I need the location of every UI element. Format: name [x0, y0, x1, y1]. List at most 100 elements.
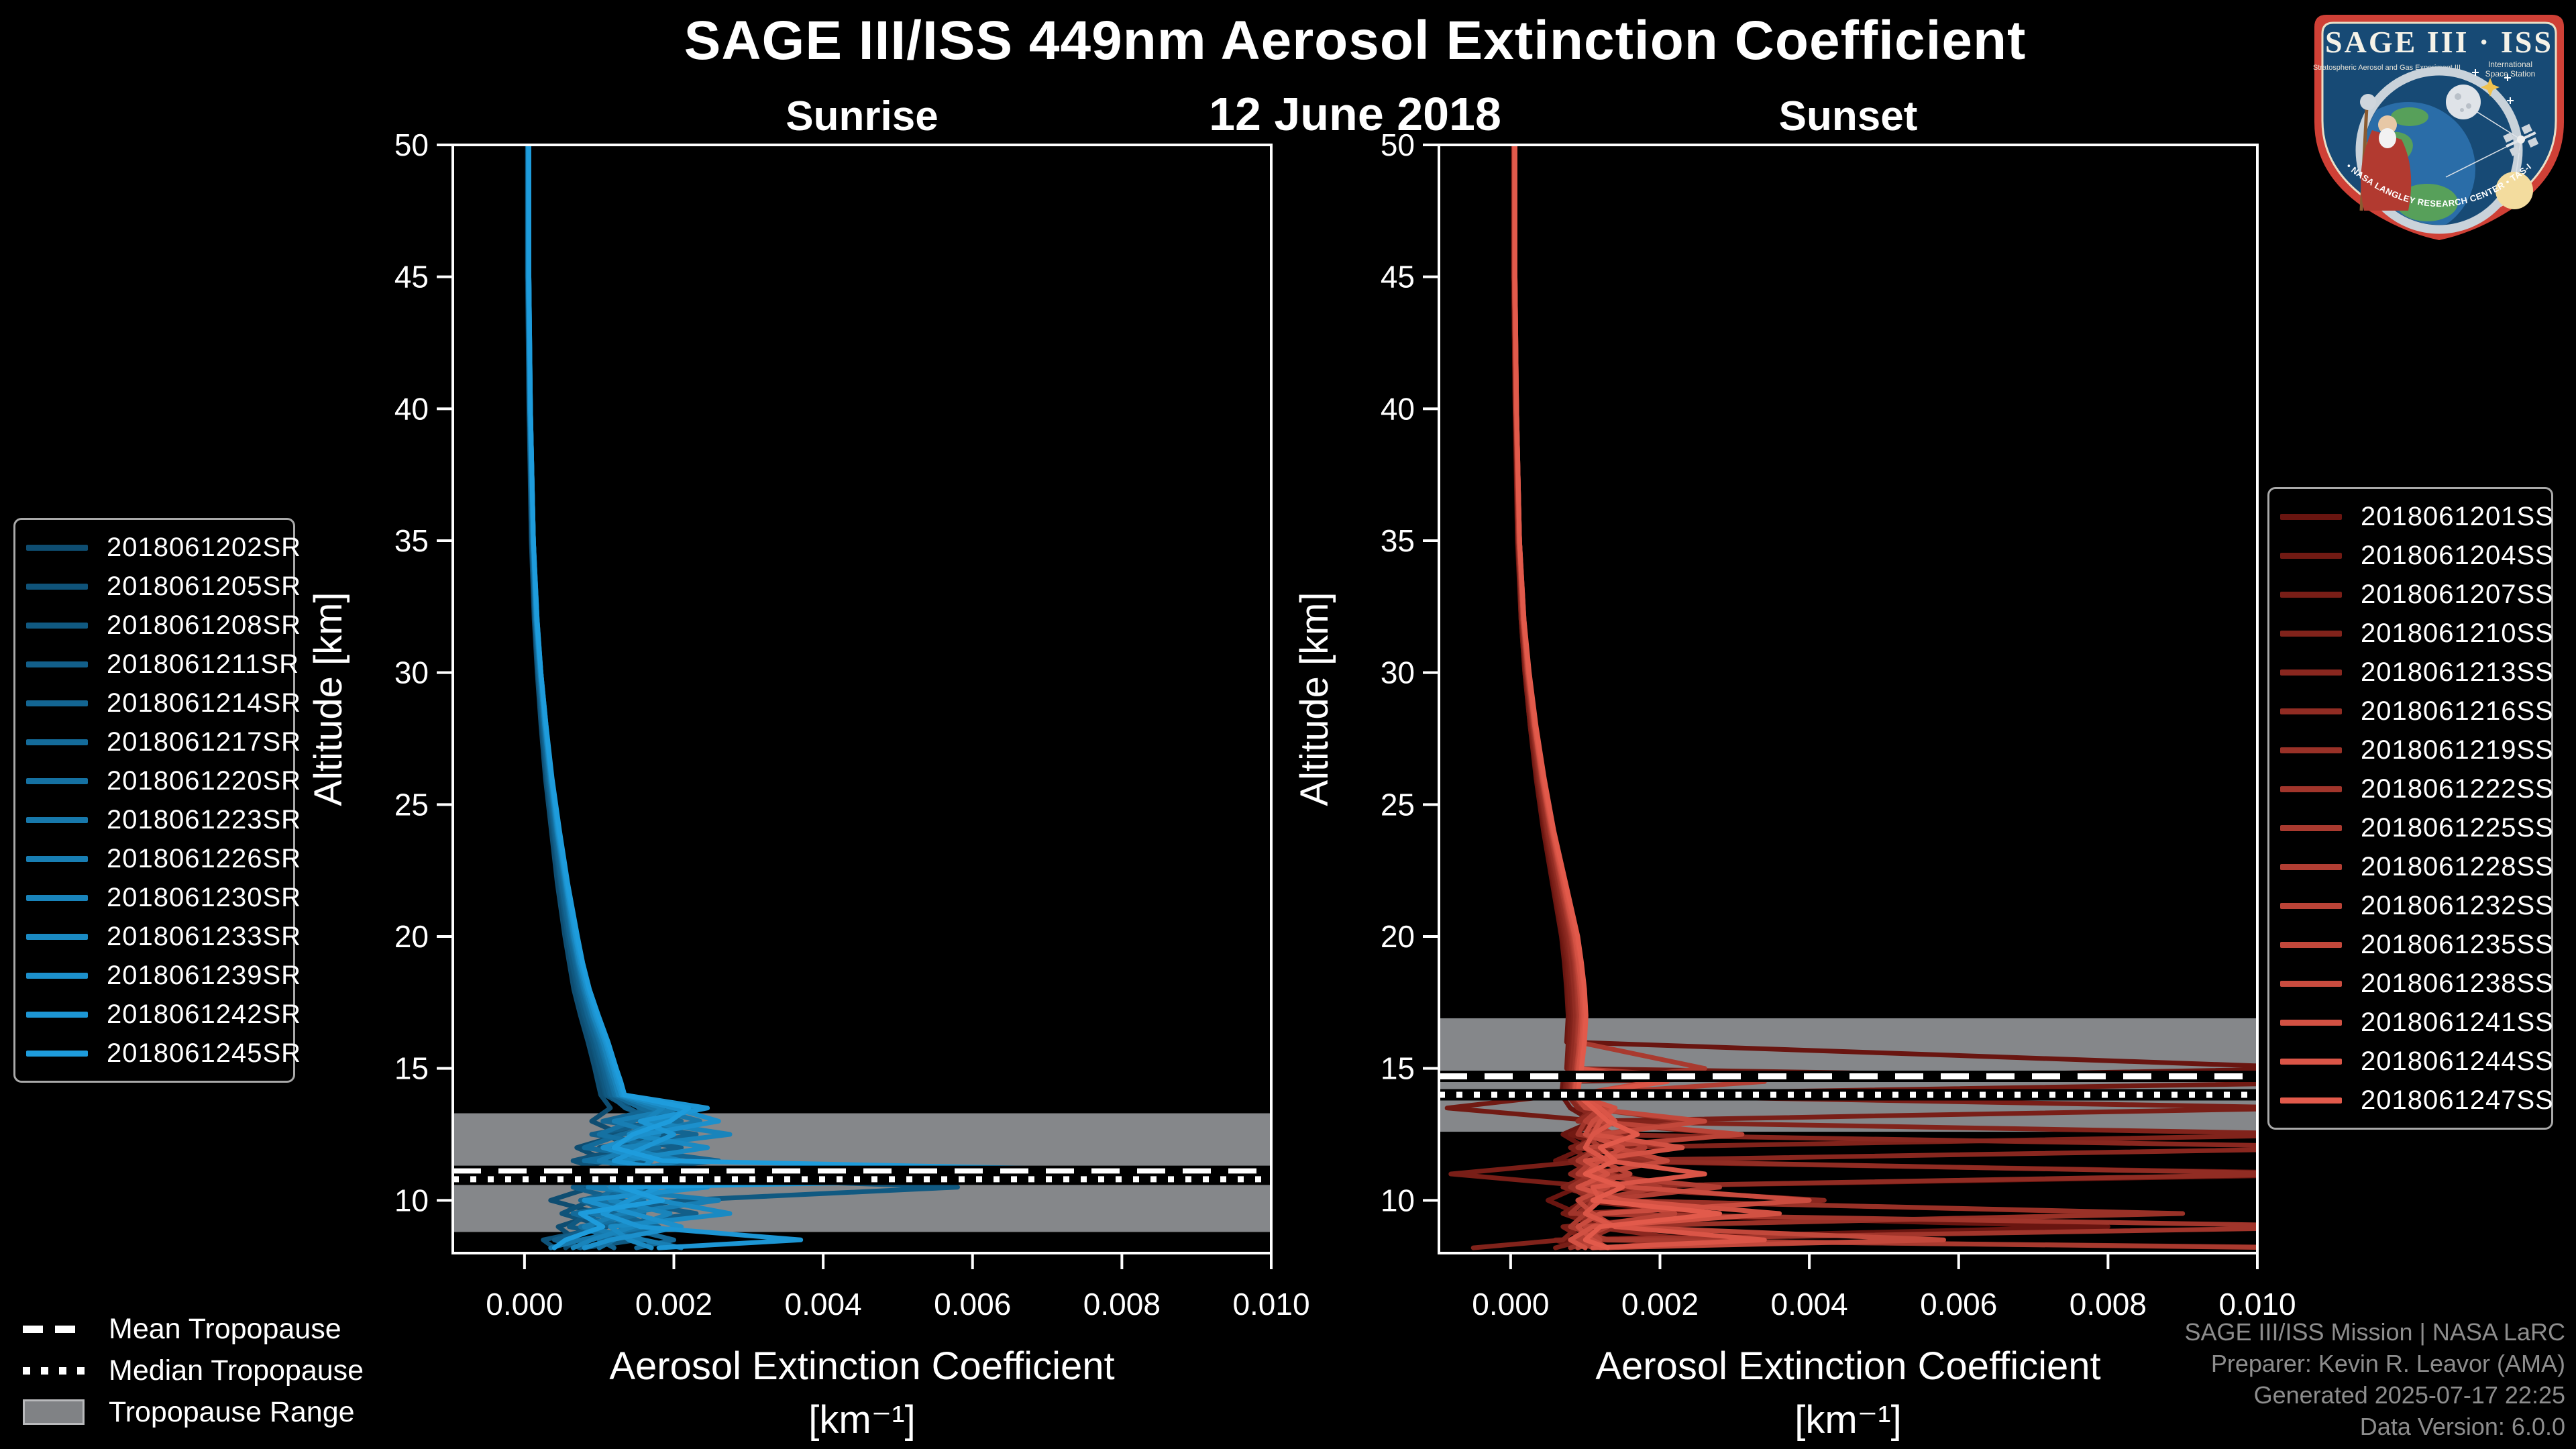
date-subtitle: 12 June 2018 — [1209, 88, 1501, 140]
x-tick-label: 0.006 — [934, 1287, 1011, 1322]
y-tick-label: 30 — [394, 655, 429, 690]
logo-sun — [2496, 172, 2533, 209]
legend-item: 2018061205SR — [15, 567, 301, 606]
y-axis-label: Altitude [km] — [1293, 592, 1336, 806]
x-axis-units-label: [km⁻¹] — [1794, 1398, 1901, 1442]
legend-item: 2018061219SS — [2269, 731, 2554, 769]
legend-item: 2018061208SR — [15, 606, 301, 645]
sunrise-legend: 2018061202SR 2018061205SR 2018061208SR 2018… — [13, 518, 301, 1083]
legend-line-swatch — [2280, 786, 2342, 792]
sunrise-plot: 0.000 0.002 0.004 0.006 0.008 0.010 10 15 20 25 30… — [307, 127, 1310, 1442]
x-tick-label: 0.002 — [1621, 1287, 1699, 1322]
legend-item: 2018061213SS — [2269, 653, 2554, 692]
legend-line-swatch — [2280, 1058, 2342, 1065]
legend-line-swatch — [2280, 630, 2342, 637]
y-tick-label: 30 — [1381, 655, 1415, 690]
x-tick-label: 0.000 — [486, 1287, 563, 1322]
legend-line-swatch — [2280, 669, 2342, 676]
median-tropopause-dot-icon — [23, 1366, 87, 1375]
y-tick-label: 50 — [1381, 127, 1415, 162]
legend-line-swatch — [2280, 1097, 2342, 1104]
x-axis-units-label: [km⁻¹] — [808, 1398, 915, 1442]
legend-item: 2018061247SS — [2269, 1081, 2553, 1120]
legend-label: 2018061242SR — [107, 999, 302, 1029]
profile-2018061230SR — [525, 145, 733, 1250]
legend-item: 2018061217SR — [15, 722, 301, 761]
x-tick-label: 0.004 — [785, 1287, 862, 1322]
profile-2018061247SS — [1513, 145, 1722, 1250]
legend-item: 2018061230SR — [15, 878, 301, 917]
legend-item: 2018061235SS — [2269, 925, 2554, 964]
legend-line-swatch — [2280, 552, 2342, 559]
profile-2018061245SR — [527, 145, 1271, 1250]
y-tick-label: 10 — [394, 1183, 429, 1218]
legend-label: 2018061235SS — [2361, 929, 2554, 959]
legend-line-swatch — [2280, 863, 2342, 870]
legend-label: 2018061207SS — [2361, 579, 2554, 609]
legend-label: 2018061219SS — [2361, 735, 2554, 765]
legend-item: 2018061202SR — [15, 528, 301, 567]
page-title: SAGE III/ISS 449nm Aerosol Extinction Co… — [684, 10, 2027, 71]
logo-star — [2481, 78, 2500, 97]
legend-item: 2018061216SS — [2269, 692, 2554, 731]
logo-subtitle-right-1: International — [2488, 60, 2532, 69]
legend-line-swatch — [2280, 980, 2342, 987]
legend-item: 2018061238SS — [2269, 964, 2554, 1003]
mean-tropopause-dash-icon — [23, 1325, 87, 1333]
legend-label: 2018061213SS — [2361, 657, 2554, 687]
y-axis-label: Altitude [km] — [307, 592, 350, 806]
legend-label: 2018061228SS — [2361, 851, 2554, 881]
legend-line-swatch — [26, 583, 88, 590]
y-tick-label: 15 — [1381, 1051, 1415, 1086]
y-tick-label: 10 — [1381, 1183, 1415, 1218]
legend-line-swatch — [2280, 591, 2342, 598]
legend-label: 2018061214SR — [107, 688, 302, 718]
plot-frame — [1438, 144, 2259, 1254]
legend-label: 2018061238SS — [2361, 968, 2554, 998]
sunrise-panel-title: Sunrise — [786, 93, 938, 140]
y-tick-label: 45 — [1381, 260, 1415, 294]
legend-item: 2018061233SR — [15, 917, 301, 956]
legend-line-swatch — [2280, 941, 2342, 948]
legend-label: 2018061223SR — [107, 804, 302, 835]
legend-label: 2018061232SS — [2361, 890, 2554, 920]
legend-label: 2018061233SR — [107, 921, 302, 951]
legend-item: 2018061239SR — [15, 956, 301, 995]
legend-item: 2018061220SR — [15, 761, 301, 800]
legend-line-swatch — [26, 700, 88, 706]
legend-line-swatch — [26, 1011, 88, 1018]
legend-line-swatch — [2280, 513, 2342, 520]
profile-2018061220SR — [525, 145, 759, 1250]
legend-item: 2018061223SR — [15, 800, 301, 839]
legend-label: 2018061222SS — [2361, 773, 2554, 804]
logo-sparkles — [2472, 69, 2514, 104]
y-tick-label: 25 — [1381, 787, 1415, 822]
x-tick-label: 0.002 — [635, 1287, 712, 1322]
logo-subtitle-right-2: Space Station — [2485, 69, 2536, 78]
legend-label: 2018061202SR — [107, 532, 302, 562]
mean-tropopause-label: Mean Tropopause — [109, 1312, 341, 1345]
sage-iii-iss-logo: SAGE III · ISS Stratospheric Aerosol and… — [2308, 8, 2564, 240]
legend-label: 2018061217SR — [107, 727, 302, 757]
median-tropopause-label: Median Tropopause — [109, 1354, 364, 1387]
y-tick-label: 40 — [394, 391, 429, 426]
x-tick-label: 0.004 — [1771, 1287, 1848, 1322]
legend-line-swatch — [26, 816, 88, 823]
legend-label: 2018061239SR — [107, 960, 302, 990]
legend-line-swatch — [26, 739, 88, 745]
y-tick-label: 35 — [394, 523, 429, 558]
legend-label: 2018061208SR — [107, 610, 302, 640]
legend-label: 2018061230SR — [107, 882, 302, 912]
legend-item: 2018061204SS — [2269, 536, 2553, 575]
plot-frame — [451, 144, 1273, 1254]
logo-figure — [2359, 94, 2412, 211]
legend-label: 2018061216SS — [2361, 696, 2554, 726]
legend-line-swatch — [2280, 747, 2342, 753]
tropopause-range-patch-icon — [23, 1399, 87, 1425]
legend-label: 2018061226SR — [107, 843, 302, 873]
legend-item: 2018061232SS — [2269, 886, 2554, 925]
profile-2018061205SR — [525, 145, 661, 1250]
x-tick-label: 0.006 — [1920, 1287, 1997, 1322]
y-tick-label: 20 — [1381, 919, 1415, 954]
